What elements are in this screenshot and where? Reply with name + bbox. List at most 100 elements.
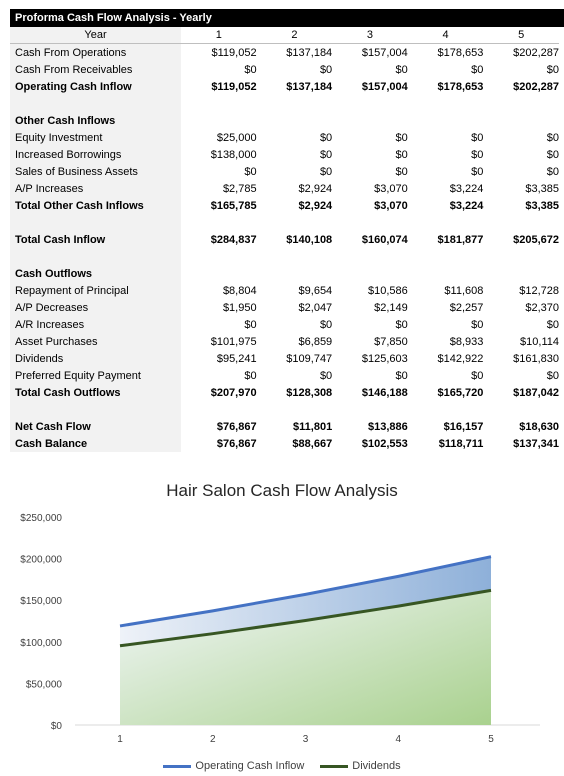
cell-value: $13,886 [368, 420, 408, 433]
row-label: Cash Balance [15, 437, 88, 450]
cell-value [257, 248, 333, 265]
cell-value: $2,047 [298, 301, 333, 314]
table-row: Repayment of Principal $8,804 $9,654 $10,58… [10, 282, 559, 299]
table-row: A/P Decreases $1,950 $2,047 $2,149 $2,257 $2,… [10, 299, 559, 316]
cell-value: $0 [244, 165, 257, 178]
row-label: Total Cash Outflows [15, 386, 121, 399]
header-year-2: 2 [256, 27, 333, 44]
cell-value [408, 265, 484, 282]
y-tick-label: $50,000 [26, 679, 63, 690]
cell-value: $0 [319, 63, 333, 76]
cell-value: $0 [244, 63, 257, 76]
cell-value [483, 401, 559, 418]
cell-value: $181,877 [437, 233, 484, 246]
cell-value: $187,042 [513, 386, 559, 399]
table-row [10, 95, 559, 112]
cell-value: $3,070 [374, 182, 408, 195]
chart-legend: Operating Cash Inflow Dividends [0, 760, 564, 772]
y-tick-label: $150,000 [20, 596, 62, 607]
table-row: Cash From Receivables $0 $0 $0 $0 $0 [10, 61, 559, 78]
cell-value: $0 [546, 165, 559, 178]
cell-value: $0 [471, 369, 484, 382]
cell-value: $157,004 [361, 46, 408, 59]
cell-value: $88,667 [292, 437, 333, 450]
row-label: Preferred Equity Payment [15, 369, 141, 382]
table-row: A/R Increases $0 $0 $0 $0 $0 [10, 316, 559, 333]
cell-value [257, 401, 333, 418]
row-label: Dividends [15, 352, 64, 365]
cell-value [257, 95, 333, 112]
cell-value: $0 [319, 369, 333, 382]
table-row: Preferred Equity Payment $0 $0 $0 $0 $0 [10, 367, 559, 384]
table-row: Total Cash Inflow $284,837 $140,108 $160,07… [10, 231, 559, 248]
chart-plot-area: $0 $50,000 $100,000 $150,000 $200,000 $250,00… [20, 513, 540, 745]
cell-value: $0 [319, 131, 333, 144]
cell-value [408, 214, 484, 231]
cell-value: $202,287 [513, 80, 559, 93]
cell-value [181, 248, 257, 265]
cell-value: $0 [546, 63, 559, 76]
cell-value: $0 [546, 369, 559, 382]
cell-value: $0 [471, 165, 484, 178]
table-row: Sales of Business Assets $0 $0 $0 $0 $0 [10, 163, 559, 180]
cell-value: $118,711 [438, 437, 484, 450]
cell-value: $0 [395, 63, 408, 76]
cell-value: $207,970 [210, 386, 257, 399]
header-year-1: 1 [181, 27, 257, 44]
cell-value: $119,052 [211, 46, 257, 59]
cell-value: $0 [546, 131, 559, 144]
cell-value [483, 95, 559, 112]
cell-value [408, 248, 484, 265]
cell-value [483, 265, 559, 282]
cell-value: $0 [244, 369, 257, 382]
cell-value: $0 [395, 369, 408, 382]
cell-value: $8,804 [222, 284, 257, 297]
cell-value: $0 [244, 318, 257, 331]
table-row: A/P Increases $2,785 $2,924 $3,070 $3,224 $3,… [10, 180, 559, 197]
cell-value: $165,720 [437, 386, 484, 399]
cell-value: $7,850 [374, 335, 408, 348]
cell-value [257, 214, 333, 231]
cell-value: $0 [319, 318, 333, 331]
cell-value: $0 [471, 318, 484, 331]
table-row: Cash From Operations $119,052 $137,184 $157… [10, 44, 559, 62]
table-header-row: Year 1 2 3 4 5 [10, 27, 559, 44]
cell-value: $95,241 [216, 352, 257, 365]
cell-value [483, 112, 559, 129]
cell-value: $0 [546, 318, 559, 331]
cell-value: $102,553 [361, 437, 408, 450]
cell-value [181, 214, 257, 231]
cell-value [181, 112, 257, 129]
cell-value: $128,308 [286, 386, 333, 399]
row-label: Equity Investment [15, 131, 103, 144]
dividends-area [120, 590, 491, 725]
table-row: Asset Purchases $101,975 $6,859 $7,850 $8,93… [10, 333, 559, 350]
table-row: Net Cash Flow $76,867 $11,801 $13,886 $16,15… [10, 418, 559, 435]
table-row: Total Cash Outflows $207,970 $128,308 $146,… [10, 384, 559, 401]
cell-value: $284,837 [210, 233, 257, 246]
table-title: Proforma Cash Flow Analysis - Yearly [10, 9, 564, 27]
operating-cash-inflow-area [120, 556, 491, 646]
legend-swatch [163, 764, 192, 768]
cell-value: $18,630 [519, 420, 559, 433]
row-label [10, 401, 181, 418]
cell-value: $137,341 [513, 437, 559, 450]
cell-value: $165,785 [210, 199, 257, 212]
cell-value [332, 401, 408, 418]
cell-value: $202,287 [513, 46, 559, 59]
cell-value: $16,157 [443, 420, 484, 433]
cell-value [181, 95, 257, 112]
cell-value: $1,950 [222, 301, 257, 314]
table-row [10, 401, 559, 418]
table-row: Increased Borrowings $138,000 $0 $0 $0 $0 [10, 146, 559, 163]
chart-title: Hair Salon Cash Flow Analysis [166, 481, 398, 500]
cell-value: $0 [395, 148, 408, 161]
cell-value: $3,224 [449, 182, 484, 195]
cell-value: $137,184 [286, 46, 333, 59]
row-label: Repayment of Principal [15, 284, 129, 297]
y-tick-label: $100,000 [20, 638, 62, 649]
cell-value: $119,052 [211, 80, 257, 93]
legend-label: Operating Cash Inflow [195, 760, 305, 773]
cell-value: $10,114 [520, 335, 559, 348]
row-label: Cash From Receivables [15, 63, 133, 76]
